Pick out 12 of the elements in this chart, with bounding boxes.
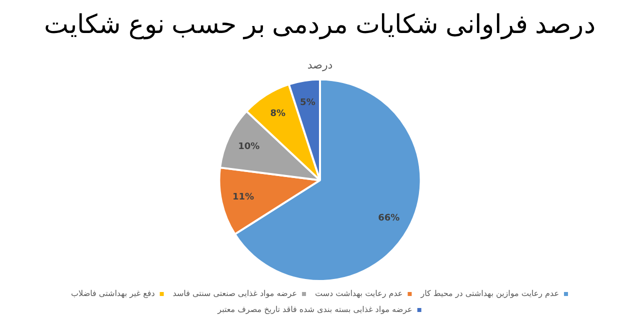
data-label: 5%: [300, 98, 316, 108]
legend-label: عدم رعایت موازین بهداشتی در محیط کار: [420, 289, 559, 298]
legend-label: عدم رعایت بهداشت دست: [314, 289, 403, 298]
data-label: 8%: [270, 109, 286, 120]
data-label: 66%: [378, 213, 400, 224]
legend-label: عرضه مواد غذایی بسته بندی شده فاقد تاریخ مصرف معتبر: [216, 305, 412, 314]
data-label: 10%: [238, 142, 260, 152]
data-label: 11%: [232, 192, 254, 203]
legend-label: دفع غیر بهداشتی فاضلاب: [71, 289, 156, 298]
chart-title: درصد فراوانی شکایات مردمی بر حسب نوع شکایت: [44, 8, 596, 40]
chart-subtitle: درصد: [307, 58, 333, 72]
legend-label: عرضه مواد غذایی صنعتی سنتی فاسد: [172, 289, 297, 298]
